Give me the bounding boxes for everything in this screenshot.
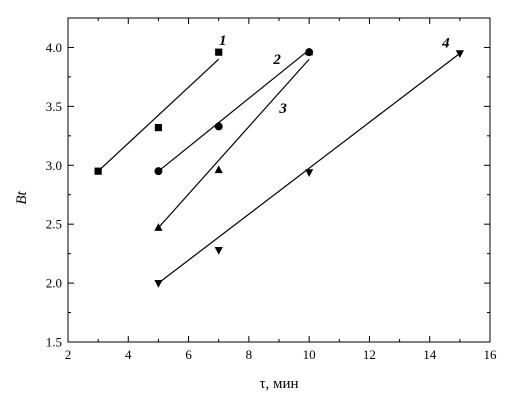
- x-tick-label: 16: [484, 347, 498, 362]
- x-axis-title: τ, мин: [259, 376, 298, 392]
- series-label-2: 2: [272, 52, 281, 68]
- fit-line-series-2: [158, 49, 310, 172]
- x-tick-label: 4: [125, 347, 132, 362]
- x-tick-label: 10: [303, 347, 316, 362]
- y-tick-label: 1.5: [46, 335, 62, 350]
- x-tick-label: 2: [65, 347, 72, 362]
- square-marker: [215, 48, 223, 56]
- fit-line-series-3: [157, 58, 310, 229]
- square-marker: [94, 167, 102, 175]
- y-axis-title: Bt: [14, 191, 30, 205]
- axes: 2 4 6 8 10 12 14 161.52.02.53.03.54.0: [46, 17, 498, 362]
- series-label-3: 3: [278, 101, 287, 117]
- triangle-up-marker: [154, 223, 163, 231]
- y-tick-label: 3.5: [46, 99, 62, 114]
- y-tick-label: 2.0: [46, 276, 62, 291]
- data-markers: [94, 47, 464, 288]
- fit-line-series-4: [158, 52, 461, 284]
- series-labels: 1 2 3 4: [219, 33, 450, 117]
- triangle-down-marker: [214, 247, 223, 255]
- x-tick-label: 14: [423, 347, 437, 362]
- triangle-down-marker: [305, 169, 314, 177]
- triangle-down-marker: [154, 279, 163, 288]
- circle-marker: [214, 122, 223, 131]
- square-marker: [154, 123, 163, 132]
- triangle-up-marker: [305, 47, 314, 56]
- x-tick-label: 8: [246, 347, 253, 362]
- y-tick-label: 3.0: [46, 158, 62, 173]
- circle-marker: [154, 167, 163, 176]
- series-label-4: 4: [441, 35, 450, 51]
- y-tick-label: 2.5: [46, 217, 62, 232]
- triangle-up-marker: [214, 165, 223, 174]
- fit-line-series-1: [97, 58, 220, 172]
- y-tick-label: 4.0: [46, 40, 62, 55]
- x-tick-label: 12: [363, 347, 376, 362]
- series-label-1: 1: [219, 33, 227, 49]
- triangle-down-marker: [455, 50, 464, 58]
- fit-lines: [97, 49, 461, 284]
- x-tick-label: 6: [185, 347, 192, 362]
